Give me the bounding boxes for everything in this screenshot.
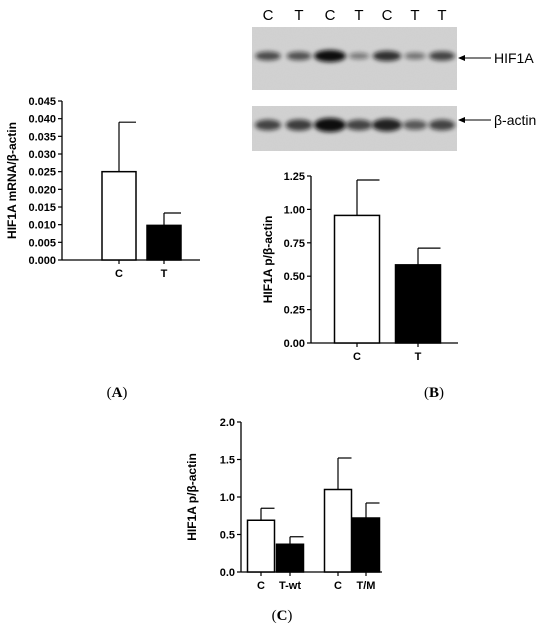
blot-band <box>285 119 313 131</box>
y-tick-label: 1.00 <box>284 204 305 216</box>
lane-label: C <box>263 7 274 24</box>
blot-band <box>286 51 312 61</box>
y-tick-label: 0.000 <box>28 255 56 267</box>
y-tick-label: 0.025 <box>28 167 56 179</box>
x-tick-label: T <box>415 351 422 363</box>
y-tick-label: 0.045 <box>28 96 56 108</box>
bar <box>394 264 442 344</box>
blot-band <box>372 50 402 62</box>
actin-label: β-actin <box>494 112 536 128</box>
chart-c-protein: 0.0 0.5 1.0 1.5 2.0 HIF1A p/β-actin C T-wt C T/M <box>185 417 382 592</box>
lane-label: T <box>437 7 446 24</box>
blot-band <box>428 119 456 131</box>
y-tick-label: 0.0 <box>220 567 235 579</box>
y-axis-label: HIF1A p/β-actin <box>185 453 199 541</box>
lane-label: T <box>410 7 419 24</box>
bar <box>146 224 182 261</box>
lane-label: C <box>382 7 393 24</box>
y-tick-label: 0.5 <box>220 530 235 542</box>
lane-label: T <box>294 7 303 24</box>
hif1a-arrowhead <box>458 55 465 61</box>
y-tick-label: 1.25 <box>284 171 305 183</box>
y-tick-label: 0.030 <box>28 149 56 161</box>
x-tick-label: C <box>353 351 361 363</box>
chart-b-protein: 0.00 0.25 0.50 0.75 1.00 1.25 HIF1A p/β-actin C… <box>261 171 458 363</box>
x-tick-label: T-wt <box>279 580 301 592</box>
hif1a-label: HIF1A <box>494 50 534 66</box>
y-tick-label: 2.0 <box>220 417 235 429</box>
blot-band <box>372 118 402 132</box>
x-tick-label: C <box>257 580 265 592</box>
y-tick-label: 0.020 <box>28 184 56 196</box>
y-axis-label: HIF1A mRNA/β-actin <box>5 122 19 239</box>
panel-label-a: (A) <box>107 385 128 401</box>
y-tick-label: 0.005 <box>28 237 56 249</box>
bar <box>275 543 305 573</box>
x-tick-label: T/M <box>357 580 376 592</box>
blot-band <box>404 52 426 60</box>
y-axis-label: HIF1A p/β-actin <box>261 216 275 304</box>
bar <box>101 170 137 261</box>
blot-band <box>255 51 281 61</box>
blot-band <box>348 52 370 60</box>
y-tick-label: 0.010 <box>28 220 56 232</box>
blot-band <box>314 50 346 62</box>
panel-label-b: (B) <box>424 385 444 401</box>
blot-band <box>254 119 282 131</box>
panel-label-c: (C) <box>272 608 293 624</box>
bar <box>351 517 381 573</box>
blot-band <box>345 119 373 131</box>
bar <box>323 488 353 573</box>
blot-band <box>314 118 346 132</box>
y-tick-label: 1.5 <box>220 455 235 467</box>
blot-band <box>428 51 456 61</box>
y-tick-label: 0.035 <box>28 131 56 143</box>
y-tick-label: 0.040 <box>28 114 56 126</box>
hif1a-bands <box>255 50 456 62</box>
blot-band <box>402 120 428 130</box>
actin-arrowhead <box>458 117 465 123</box>
y-tick-label: 0.015 <box>28 202 56 214</box>
chart-a-mrna: 0.000 0.005 0.010 0.015 0.020 0.025 0.030 0.035… <box>5 96 200 280</box>
bar <box>246 519 276 573</box>
actin-bands <box>254 118 456 132</box>
y-tick-label: 0.75 <box>284 238 305 250</box>
bar <box>333 214 381 344</box>
lane-label: C <box>325 7 336 24</box>
x-tick-label: T <box>161 268 168 280</box>
y-tick-label: 0.50 <box>284 271 305 283</box>
x-tick-label: C <box>115 268 123 280</box>
lane-label: T <box>354 7 363 24</box>
y-tick-label: 0.00 <box>284 338 305 350</box>
y-tick-label: 1.0 <box>220 492 235 504</box>
x-tick-label: C <box>334 580 342 592</box>
y-tick-label: 0.25 <box>284 305 305 317</box>
